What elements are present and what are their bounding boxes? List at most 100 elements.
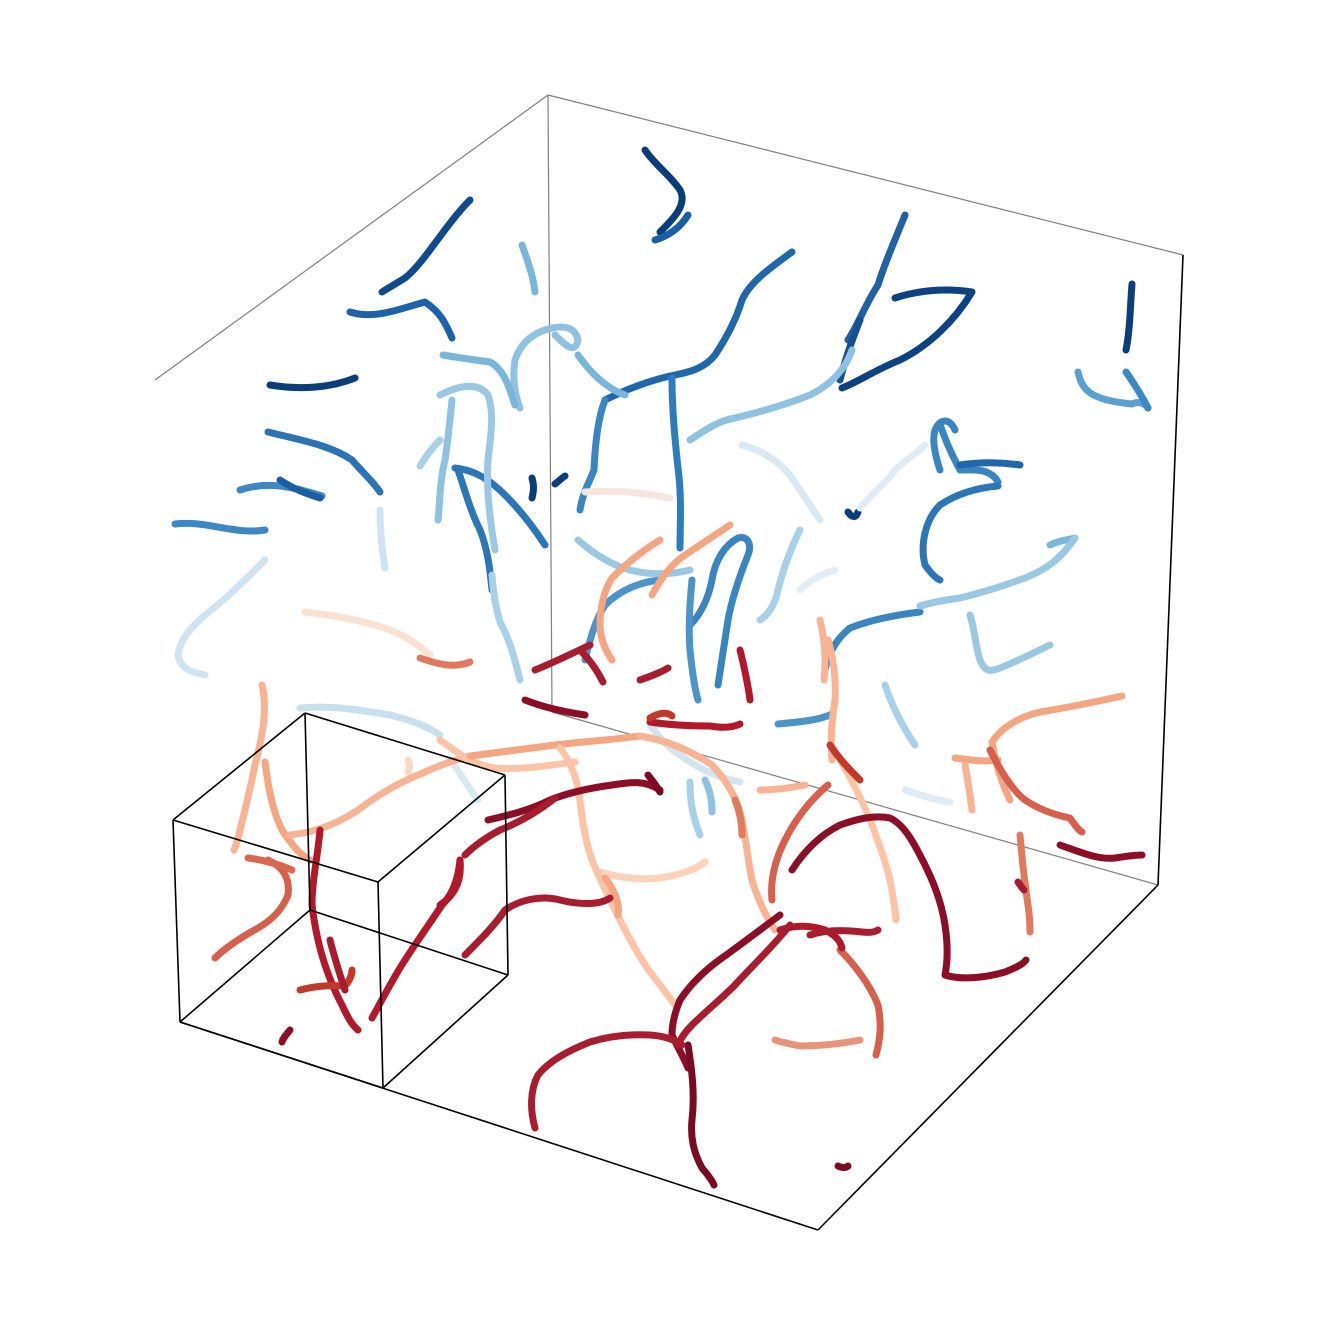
filament-blue xyxy=(454,466,496,594)
filament-blue xyxy=(916,534,1079,610)
filament-blue xyxy=(686,778,704,839)
filament-red xyxy=(736,646,754,704)
filament-red xyxy=(326,936,349,994)
filament-blue xyxy=(738,441,824,524)
filament-red xyxy=(436,736,579,772)
filament-blue xyxy=(601,248,796,404)
filament-blue xyxy=(376,506,389,572)
filament-red xyxy=(278,1026,294,1046)
filament-blue xyxy=(919,482,1002,584)
filament-blue xyxy=(821,608,924,674)
filament-red xyxy=(466,732,644,760)
filament-blue xyxy=(346,298,456,342)
filament-red xyxy=(648,521,734,599)
filament-red xyxy=(528,1031,686,1132)
vortex-filaments xyxy=(171,146,1152,1189)
filament-red xyxy=(771,1036,864,1050)
filament-red xyxy=(826,741,864,784)
filament-red xyxy=(646,718,744,731)
filament-red xyxy=(1014,878,1028,894)
filament-blue xyxy=(756,526,804,624)
filament-red xyxy=(644,771,664,796)
filament-blue xyxy=(510,323,582,412)
filament-red xyxy=(286,752,474,839)
filament-red xyxy=(986,746,1086,836)
filament-red xyxy=(824,636,839,764)
filament-red xyxy=(404,756,413,776)
filament-red xyxy=(211,856,292,962)
filament-red xyxy=(230,681,268,854)
cube-edge xyxy=(172,819,379,883)
filament-red xyxy=(756,781,809,794)
back-top-left-edge xyxy=(154,94,549,381)
filament-red xyxy=(806,926,882,939)
filament-blue xyxy=(171,519,269,535)
cube-edge xyxy=(172,712,306,821)
filament-blue xyxy=(668,374,684,552)
filament-red xyxy=(834,1162,852,1171)
filament-blue xyxy=(276,476,324,502)
filament-blue xyxy=(966,611,1054,674)
filament-blue xyxy=(686,346,856,444)
filament-red xyxy=(461,894,614,959)
axes-box-front xyxy=(179,254,1184,1231)
cube-edge xyxy=(304,712,311,911)
filament-blue xyxy=(551,472,569,488)
filament-blue xyxy=(881,681,919,749)
filament-red xyxy=(684,1041,718,1189)
filament-red xyxy=(961,761,976,814)
front-floor-right-edge xyxy=(817,884,1159,1231)
cube-edge xyxy=(382,974,509,1089)
filament-red xyxy=(368,856,464,1022)
cube-edge xyxy=(179,909,311,1023)
filament-red xyxy=(674,921,794,1049)
filament-red xyxy=(531,641,594,674)
filament-blue xyxy=(838,286,976,392)
filament-blue xyxy=(439,351,519,409)
filament-red xyxy=(556,744,679,1009)
filament-red xyxy=(768,781,832,904)
filament-red xyxy=(581,487,674,502)
filament-red xyxy=(731,796,746,839)
filament-blue xyxy=(956,459,1024,469)
filament-red xyxy=(646,709,676,722)
filament-blue xyxy=(685,576,702,704)
filament-blue xyxy=(528,474,537,502)
filament-red xyxy=(1016,831,1034,936)
filament-red xyxy=(1056,841,1146,862)
filament-blue xyxy=(378,196,474,296)
filament-red xyxy=(636,664,672,684)
filament-red xyxy=(636,732,779,934)
filament-blue xyxy=(266,374,359,392)
filament-red xyxy=(261,758,314,864)
filament-red xyxy=(601,874,622,919)
filament-red xyxy=(836,946,884,1059)
filament-blue xyxy=(416,436,444,470)
filament-blue xyxy=(844,508,862,520)
filament-blue xyxy=(436,382,499,554)
cube-edge xyxy=(504,774,509,976)
filament-blue xyxy=(930,417,959,474)
front-right-vertical-edge xyxy=(1157,254,1184,886)
filament-red xyxy=(436,856,464,909)
filament-red xyxy=(788,813,1030,982)
filament-red xyxy=(461,794,559,859)
cube-edge xyxy=(304,712,506,776)
back-top-right-edge xyxy=(547,94,1184,256)
filament-blue xyxy=(488,571,524,684)
filament-red xyxy=(301,608,434,659)
filament-blue xyxy=(901,786,954,806)
filament-blue xyxy=(774,710,836,728)
filament-red xyxy=(416,654,474,669)
filament-blue xyxy=(574,351,629,399)
filament-blue xyxy=(1122,368,1152,412)
filament-blue xyxy=(296,703,444,739)
filament-blue xyxy=(856,441,929,512)
filament-blue xyxy=(701,776,716,816)
filament-blue xyxy=(518,241,539,296)
filament-red xyxy=(596,858,709,883)
filament-blue xyxy=(936,420,1002,486)
filament-red xyxy=(308,826,362,1034)
filament-blue xyxy=(641,146,686,236)
